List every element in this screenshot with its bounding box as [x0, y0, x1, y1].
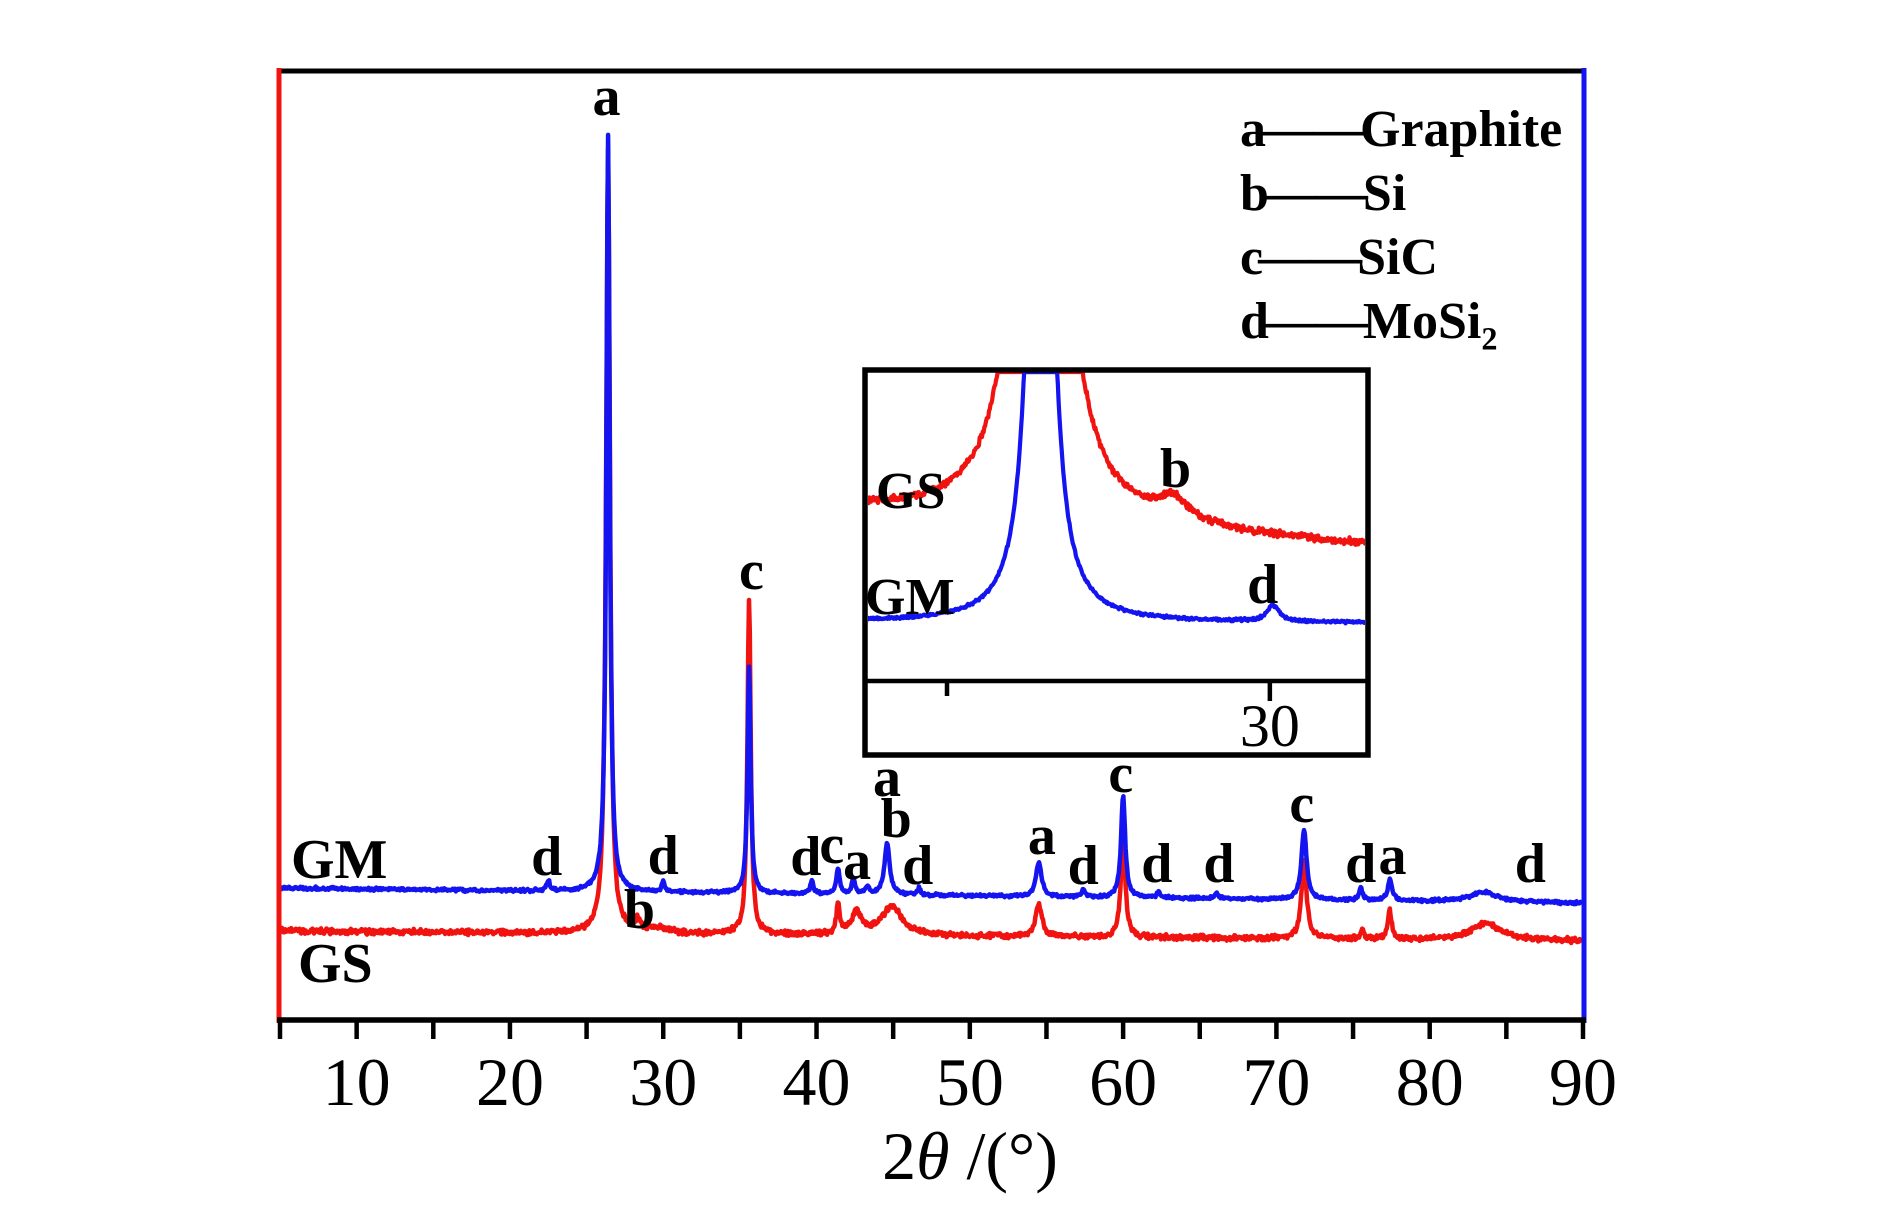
legend: a——Graphite b——Si c——SiC d——MoSi2 — [1240, 100, 1562, 356]
gm-curve — [278, 132, 1584, 907]
legend-dash: —— — [1263, 293, 1368, 350]
x-axis-title-prefix: 2 — [882, 1118, 917, 1194]
peak-label-a-1: a — [593, 66, 621, 128]
peak-label-d-19: d — [1515, 833, 1546, 895]
x-tick-label-30: 30 — [629, 1044, 697, 1120]
x-tick-label-70: 70 — [1242, 1044, 1310, 1120]
x-tick-label-80: 80 — [1396, 1044, 1464, 1120]
peak-label-b-2: b — [624, 879, 655, 941]
x-tick-label-10: 10 — [323, 1044, 391, 1120]
theta-symbol: θ — [916, 1118, 950, 1194]
inset-gs-curve-label: GS — [876, 463, 946, 520]
peak-label-d-17: d — [1345, 833, 1376, 895]
legend-phase: SiC — [1357, 229, 1439, 286]
peak-label-b-9: b — [881, 788, 912, 850]
gs-curve-label: GS — [298, 933, 373, 995]
peak-label-d-15: d — [1203, 833, 1234, 895]
legend-dash: —— — [1261, 101, 1365, 158]
inset-box — [862, 367, 1371, 758]
peak-label-d-5: d — [790, 826, 821, 888]
legend-key: d — [1240, 293, 1269, 350]
inset-peak-label-d-1: d — [1247, 554, 1278, 616]
peak-label-c-4: c — [739, 540, 764, 602]
peak-label-a-11: a — [1028, 805, 1056, 867]
legend-item-si: b——Si — [1240, 164, 1562, 228]
peak-label-d-10: d — [902, 835, 933, 897]
inset-curves — [868, 372, 1365, 626]
peak-label-d-0: d — [531, 826, 562, 888]
inset-tick-label-30: 30 — [1240, 693, 1300, 759]
legend-key: c — [1240, 229, 1264, 286]
x-axis-title: 2θ /(°) — [882, 1122, 1058, 1190]
legend-key: a — [1240, 101, 1266, 158]
inset-gm-curve-label: GM — [865, 569, 955, 626]
legend-phase: Si — [1362, 165, 1407, 222]
peak-label-d-3: d — [648, 825, 679, 887]
legend-item-graphite: a——Graphite — [1240, 100, 1562, 164]
x-tick-label-90: 90 — [1549, 1044, 1617, 1120]
x-tick-label-40: 40 — [783, 1044, 851, 1120]
legend-key: b — [1240, 165, 1269, 222]
peak-label-a-7: a — [843, 830, 871, 892]
legend-phase: Graphite — [1360, 101, 1563, 158]
x-tick-label-20: 20 — [476, 1044, 544, 1120]
inset-gs-curve — [868, 372, 1365, 547]
gs-curve — [278, 144, 1584, 946]
peak-label-c-16: c — [1289, 773, 1314, 835]
inset-gm-curve — [868, 372, 1365, 626]
x-axis-title-suffix: /(°) — [949, 1118, 1058, 1194]
legend-sub: 2 — [1481, 320, 1498, 357]
peak-label-d-14: d — [1141, 833, 1172, 895]
inset-peak-label-b-0: b — [1160, 438, 1191, 500]
legend-dash: —— — [1258, 229, 1363, 286]
x-tick-label-50: 50 — [936, 1044, 1004, 1120]
legend-phase: MoSi — [1362, 293, 1482, 350]
legend-item-sic: c——SiC — [1240, 228, 1562, 292]
peak-label-a-18: a — [1378, 825, 1406, 887]
legend-dash: —— — [1263, 165, 1368, 222]
legend-item-mosi2: d——MoSi2 — [1240, 292, 1562, 356]
peak-label-c-6: c — [819, 814, 844, 876]
gm-curve-label: GM — [291, 829, 388, 891]
peak-label-d-12: d — [1068, 835, 1099, 897]
x-tick-label-60: 60 — [1089, 1044, 1157, 1120]
